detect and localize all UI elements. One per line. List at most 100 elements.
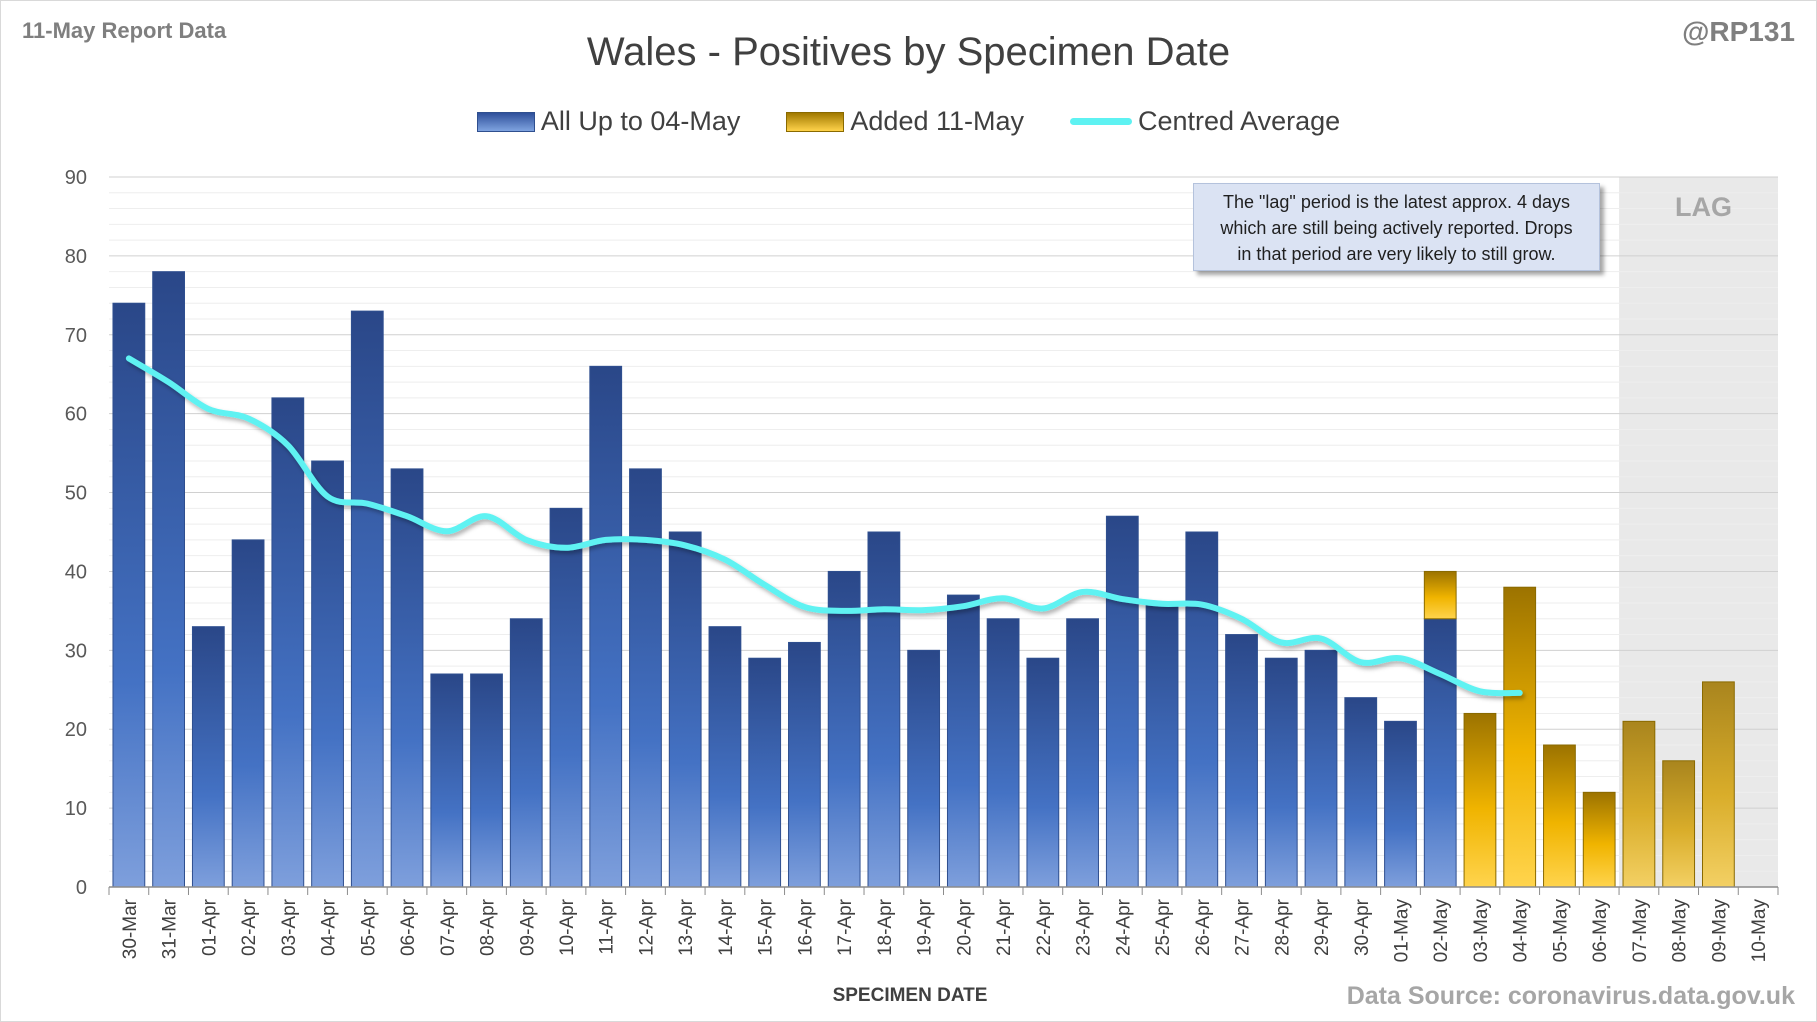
- x-tick-label: 05-May: [1550, 899, 1571, 963]
- y-tick-label: 70: [65, 325, 87, 347]
- bar-all-up-to-04-may: [1384, 720, 1417, 888]
- legend-label-all: All Up to 04-May: [540, 106, 741, 136]
- x-tick-label: 04-Apr: [319, 898, 340, 956]
- legend-swatch-blue: [476, 111, 535, 132]
- bar-all-up-to-04-may: [1026, 657, 1060, 888]
- bar-all-up-to-04-may: [708, 626, 742, 888]
- bar-all-up-to-04-may: [430, 673, 464, 888]
- report-label: 11-May Report Data: [22, 18, 227, 43]
- bar-all-up-to-04-may: [271, 397, 305, 888]
- bar-added-11-may: [1622, 720, 1656, 888]
- bar-added-11-may: [1423, 570, 1457, 620]
- x-tick-label: 31-Mar: [160, 898, 181, 959]
- x-tick-label: 22-Apr: [1034, 898, 1055, 956]
- x-tick-label: 03-May: [1471, 899, 1492, 963]
- legend: All Up to 04-May Added 11-May Centred Av…: [0, 106, 1817, 137]
- x-tick-label: 09-Apr: [517, 898, 538, 956]
- author-handle: @RP131: [1682, 16, 1795, 47]
- bar-all-up-to-04-may: [827, 570, 861, 888]
- x-tick-label: 28-Apr: [1272, 898, 1293, 956]
- x-tick-label: 02-Apr: [239, 898, 260, 956]
- y-tick-label: 30: [65, 640, 87, 662]
- legend-item-added: Added 11-May: [786, 106, 1024, 137]
- bar-all-up-to-04-may: [946, 594, 980, 888]
- x-tick-label: 06-May: [1590, 899, 1611, 963]
- bar-all-up-to-04-may: [1344, 697, 1378, 888]
- y-tick-label: 0: [76, 877, 87, 899]
- annotation-line-1: The "lag" period is the latest approx. 4…: [1223, 192, 1570, 212]
- x-tick-label: 10-May: [1749, 899, 1770, 963]
- annotation-line-2: which are still being actively reported.…: [1220, 218, 1573, 238]
- y-tick-label: 80: [65, 246, 87, 268]
- bar-all-up-to-04-may: [1304, 649, 1338, 888]
- x-tick-label: 21-Apr: [994, 898, 1015, 956]
- y-tick-label: 90: [65, 167, 87, 189]
- bar-added-11-may: [1503, 586, 1537, 888]
- x-tick-label: 25-Apr: [1153, 898, 1174, 956]
- bar-all-up-to-04-may: [152, 271, 186, 888]
- x-tick-label: 12-Apr: [636, 898, 657, 956]
- x-tick-label: 05-Apr: [358, 898, 379, 956]
- bar-all-up-to-04-may: [668, 531, 702, 888]
- x-tick-label: 17-Apr: [835, 898, 856, 956]
- x-axis-title: SPECIMEN DATE: [832, 985, 988, 1006]
- bar-added-11-may: [1543, 744, 1576, 888]
- x-tick-label: 29-Apr: [1312, 898, 1333, 956]
- bar-all-up-to-04-may: [788, 641, 821, 888]
- data-source: Data Source: coronavirus.data.gov.uk: [1346, 982, 1795, 1010]
- bar-all-up-to-04-may: [986, 618, 1020, 888]
- x-tick-label: 10-Apr: [557, 898, 578, 956]
- x-tick-label: 01-Apr: [199, 898, 220, 956]
- bar-all-up-to-04-may: [311, 460, 344, 888]
- bar-all-up-to-04-may: [350, 310, 384, 888]
- y-tick-label: 40: [65, 561, 87, 583]
- bar-all-up-to-04-may: [1105, 515, 1139, 888]
- x-tick-label: 07-Apr: [438, 898, 459, 956]
- x-tick-label: 30-Mar: [120, 898, 141, 959]
- bar-all-up-to-04-may: [112, 302, 146, 888]
- x-tick-label: 11-Apr: [597, 898, 618, 954]
- x-tick-label: 26-Apr: [1193, 898, 1214, 956]
- bar-all-up-to-04-may: [1185, 531, 1219, 888]
- legend-swatch-gold: [786, 111, 845, 132]
- bar-all-up-to-04-may: [549, 507, 583, 888]
- bar-added-11-may: [1701, 681, 1735, 888]
- legend-swatch-line: [1070, 118, 1133, 125]
- bar-all-up-to-04-may: [748, 657, 782, 888]
- x-tick-label: 30-Apr: [1352, 898, 1373, 956]
- bar-all-up-to-04-may: [1225, 634, 1258, 888]
- x-tick-label: 24-Apr: [1113, 898, 1134, 956]
- x-tick-label: 18-Apr: [875, 898, 896, 956]
- x-tick-label: 15-Apr: [756, 898, 777, 956]
- x-tick-label: 14-Apr: [716, 898, 737, 956]
- legend-item-all: All Up to 04-May: [476, 106, 741, 137]
- bar-all-up-to-04-may: [907, 649, 941, 888]
- x-tick-label: 08-May: [1670, 899, 1691, 963]
- y-tick-label: 50: [65, 483, 87, 505]
- x-tick-label: 07-May: [1630, 899, 1651, 963]
- bar-added-11-may: [1463, 712, 1497, 888]
- annotation-line-3: in that period are very likely to still …: [1237, 244, 1556, 264]
- lag-label: LAG: [1675, 192, 1732, 222]
- bar-all-up-to-04-may: [629, 468, 662, 888]
- x-tick-label: 06-Apr: [398, 898, 419, 956]
- x-tick-label: 23-Apr: [1074, 898, 1095, 956]
- x-tick-label: 08-Apr: [478, 898, 499, 956]
- x-tick-label: 01-May: [1391, 899, 1412, 963]
- x-tick-label: 03-Apr: [279, 898, 300, 956]
- x-tick-label: 04-May: [1511, 899, 1532, 963]
- bar-added-11-may: [1662, 760, 1696, 888]
- lag-annotation: The "lag" period is the latest approx. 4…: [1193, 183, 1600, 271]
- bar-all-up-to-04-may: [1264, 657, 1298, 888]
- y-tick-label: 20: [65, 719, 87, 741]
- bar-all-up-to-04-may: [470, 673, 503, 888]
- x-tick-label: 09-May: [1709, 899, 1730, 963]
- legend-label-added: Added 11-May: [850, 106, 1025, 136]
- y-tick-label: 60: [65, 404, 87, 426]
- bar-all-up-to-04-may: [509, 618, 543, 888]
- y-tick-label: 10: [65, 798, 87, 820]
- bar-all-up-to-04-may: [1423, 618, 1457, 888]
- x-tick-label: 19-Apr: [915, 898, 936, 956]
- bar-all-up-to-04-may: [1066, 618, 1099, 888]
